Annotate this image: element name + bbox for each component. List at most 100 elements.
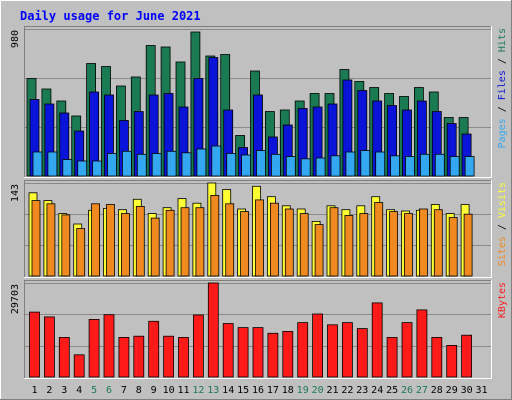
bar-kbytes-day-23 [356,328,368,378]
chart-panels: 980 Pages / Files / Hits 143 Sites / Visits… [10,26,508,379]
bar-pages-day-14 [226,153,237,177]
bar-kbytes-day-26 [401,322,413,378]
bar-kbytes-day-22 [341,322,353,378]
bar-pages-day-4 [77,160,88,177]
bar-sites-day-3 [61,214,71,277]
x-tick-label-day-9: 9 [151,385,157,396]
bar-kbytes-day-5 [88,318,100,378]
bar-pages-day-24 [375,151,386,177]
bar-kbytes-day-19 [297,322,309,378]
bar-pages-day-18 [285,156,296,177]
bar-pages-day-17 [270,153,281,177]
bar-sites-day-12 [195,207,205,277]
bar-kbytes-day-13 [207,282,219,378]
bar-pages-day-10 [166,150,177,177]
bar-sites-day-20 [314,224,324,277]
bar-pages-day-5 [92,160,102,177]
bar-sites-day-26 [404,213,413,277]
x-tick-label-day-1: 1 [31,385,37,396]
bar-kbytes-day-18 [282,330,294,378]
bar-kbytes-day-3 [58,336,70,378]
bar-kbytes-day-17 [267,332,279,378]
axis-label-part: / [497,218,508,236]
x-tick-label-day-13: 13 [207,385,219,396]
panel-axis-label: KBytes [497,282,508,318]
bar-pages-day-12 [196,148,207,177]
x-tick-label-day-18: 18 [282,385,294,396]
axis-label-part: Hits [497,28,508,52]
bar-kbytes-day-4 [73,354,85,378]
axis-label-part: / [497,52,508,70]
x-tick-label-day-6: 6 [106,385,112,396]
bar-pages-day-20 [315,157,326,177]
panel-pages-files-hits: 980 Pages / Files / Hits [10,26,508,178]
bar-sites-day-6 [106,204,115,277]
axis-label-part: Files [497,70,508,100]
x-tick-label-day-27: 27 [416,385,428,396]
bar-sites-day-18 [284,208,294,277]
bar-pages-day-29 [449,156,460,177]
bar-pages-day-19 [300,158,311,177]
x-tick-label-day-4: 4 [76,385,82,396]
x-tick-label-day-5: 5 [91,385,97,396]
x-tick-label-day-7: 7 [121,385,127,396]
bar-sites-day-27 [418,208,428,277]
x-tick-label-day-8: 8 [136,385,142,396]
bar-sites-day-8 [135,205,145,277]
x-tick-label-day-15: 15 [237,385,249,396]
x-tick-label-day-31: 31 [475,385,487,396]
bar-sites-day-4 [76,228,86,277]
series-pages [32,145,475,177]
bar-sites-day-7 [121,213,130,277]
panel-visits-sites: 143 Sites / Visits [10,180,508,278]
bar-pages-day-28 [434,153,445,177]
bar-pages-day-6 [107,153,117,177]
bar-sites-day-29 [448,217,458,277]
panel-axis-label: Pages / Files / Hits [497,28,508,148]
bar-sites-day-28 [433,209,443,277]
x-tick-label-day-21: 21 [326,385,338,396]
bar-pages-day-30 [464,156,475,177]
panel-kbytes: 29703 KBytes [10,280,508,379]
bar-pages-day-3 [62,159,73,177]
bar-sites-day-19 [299,213,309,277]
bar-sites-day-24 [374,202,384,277]
x-tick-label-day-2: 2 [46,385,52,396]
x-tick-label-day-20: 20 [312,385,324,396]
bar-sites-day-1 [31,200,41,277]
panel-max-label: 143 [10,184,21,202]
bar-kbytes-day-12 [192,314,204,378]
bar-sites-day-11 [180,207,190,277]
axis-label-part: Sites [497,236,508,266]
bar-pages-day-2 [47,151,58,177]
bar-pages-day-9 [151,153,162,177]
x-tick-label-day-30: 30 [461,385,473,396]
bar-kbytes-day-10 [163,335,175,378]
x-tick-label-day-12: 12 [192,385,204,396]
bar-kbytes-day-14 [222,323,234,378]
x-tick-label-day-10: 10 [163,385,175,396]
x-tick-label-day-17: 17 [267,385,279,396]
axis-label-part: / [497,100,508,118]
bar-sites-day-2 [46,203,56,277]
bar-kbytes-day-16 [252,327,264,378]
x-tick-label-day-28: 28 [431,385,443,396]
bar-sites-day-21 [329,207,339,277]
bar-kbytes-day-8 [133,335,145,378]
panel-max-label: 980 [10,30,21,48]
bar-kbytes-day-20 [312,313,324,378]
axis-label-part: KBytes [497,282,508,318]
series-sites [31,194,473,277]
bar-sites-day-5 [91,203,100,277]
x-tick-label-day-22: 22 [341,385,353,396]
bar-pages-day-23 [360,150,371,177]
bar-sites-day-30 [463,213,473,277]
bar-pages-day-8 [136,153,147,177]
bar-kbytes-day-6 [103,314,115,378]
panel-max-label: 29703 [10,284,21,314]
bar-pages-day-15 [241,154,252,177]
bar-sites-day-14 [225,203,235,277]
x-tick-label-day-11: 11 [177,385,189,396]
bar-pages-day-1 [32,151,43,177]
